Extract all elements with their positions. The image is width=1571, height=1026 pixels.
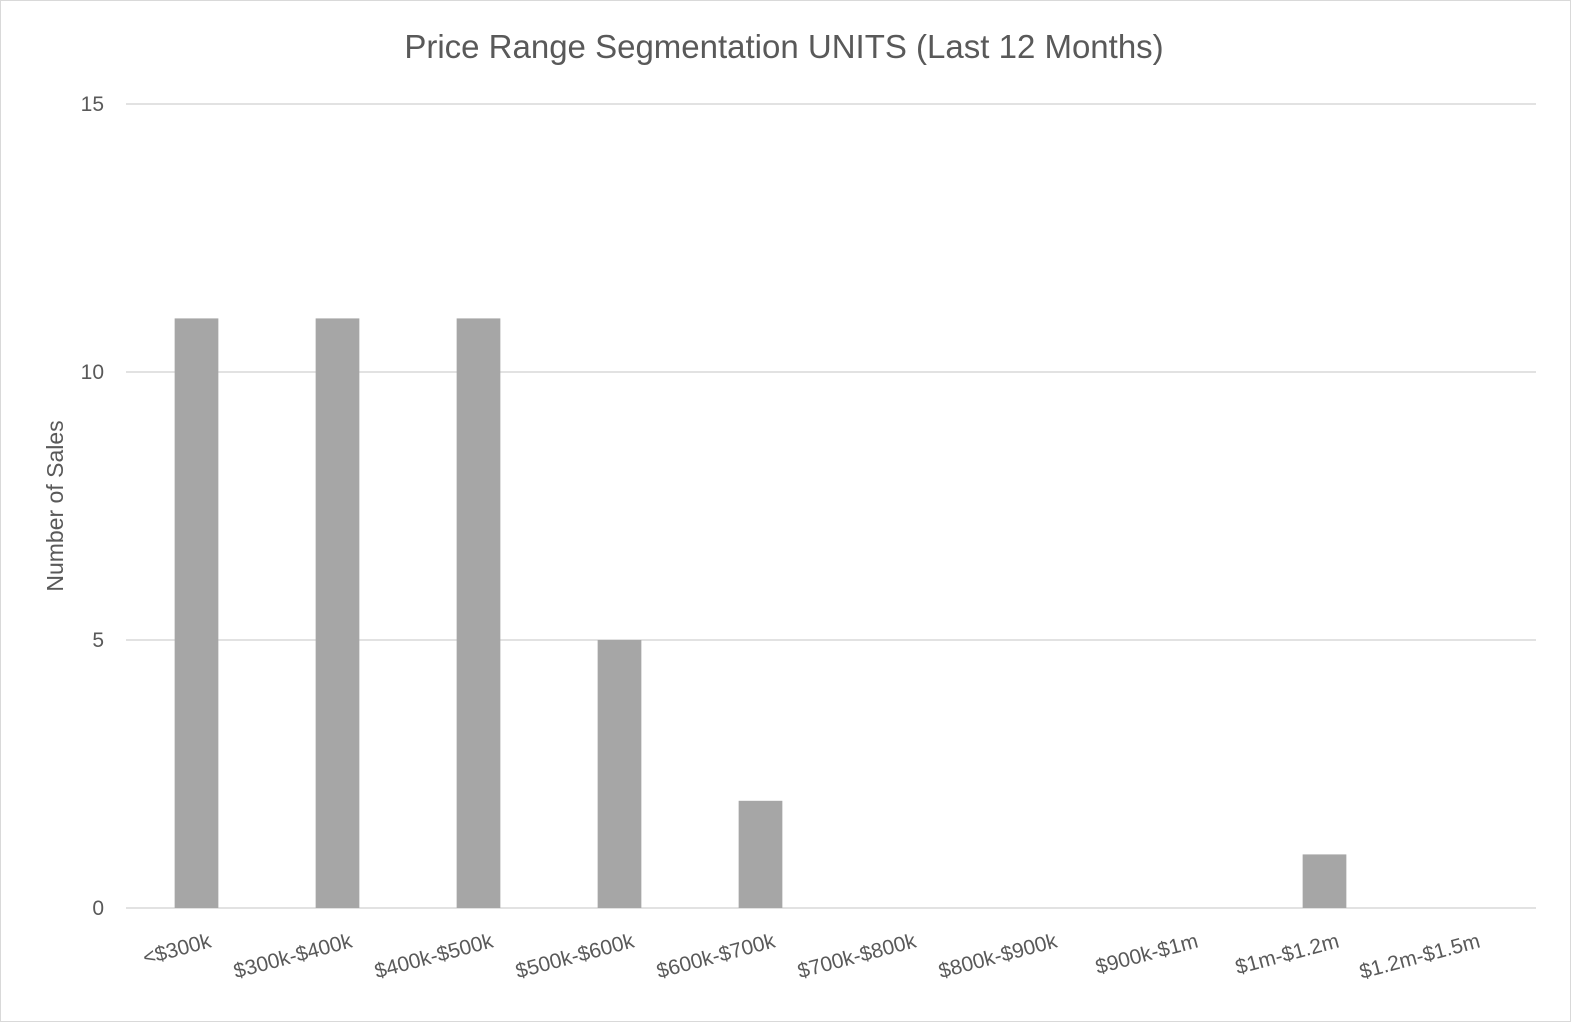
chart-title: Price Range Segmentation UNITS (Last 12 … bbox=[404, 28, 1163, 65]
gridlines bbox=[126, 103, 1536, 909]
y-tick-label: 5 bbox=[92, 629, 104, 652]
y-tick-label: 0 bbox=[92, 897, 104, 920]
y-axis-label: Number of Sales bbox=[42, 420, 68, 591]
bar bbox=[597, 640, 642, 908]
x-axis-ticks: <$300k $300k-$400k $400k-$500k $500k-$600k $… bbox=[140, 929, 1482, 983]
bars bbox=[174, 318, 1347, 908]
bar bbox=[738, 800, 783, 908]
x-tick-label: $300k-$400k bbox=[231, 929, 355, 983]
x-tick-label: $400k-$500k bbox=[372, 929, 496, 983]
bar bbox=[174, 318, 219, 908]
x-tick-label: $1m-$1.2m bbox=[1233, 930, 1342, 980]
x-tick-label: $800k-$900k bbox=[936, 929, 1060, 983]
y-axis-ticks: 0 5 10 15 bbox=[81, 93, 104, 920]
bar bbox=[456, 318, 501, 908]
x-tick-label: $900k-$1m bbox=[1093, 930, 1200, 979]
bar bbox=[1302, 854, 1347, 908]
bar bbox=[315, 318, 360, 908]
x-tick-label: $700k-$800k bbox=[795, 929, 919, 983]
y-tick-label: 15 bbox=[81, 93, 104, 116]
x-tick-label: $500k-$600k bbox=[513, 929, 637, 983]
y-tick-label: 10 bbox=[81, 361, 104, 384]
x-tick-label: $600k-$700k bbox=[654, 929, 778, 983]
x-tick-label: $1.2m-$1.5m bbox=[1357, 930, 1482, 984]
x-tick-label: <$300k bbox=[140, 929, 214, 969]
